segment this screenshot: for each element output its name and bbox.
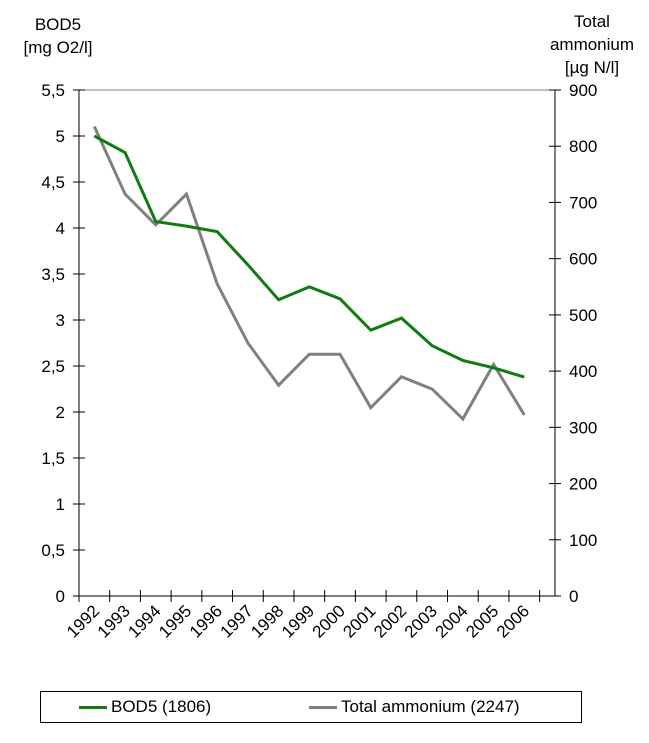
x-tick-label: 2002 <box>370 601 410 641</box>
x-tick-label: 1996 <box>186 601 226 641</box>
left-tick-label: 0,5 <box>41 541 65 560</box>
legend-item-ammonium: Total ammonium (2247) <box>309 697 520 717</box>
x-tick-label: 1995 <box>155 601 195 641</box>
x-tick-label: 1998 <box>247 601 287 641</box>
x-tick-label: 1999 <box>278 601 318 641</box>
right-tick-label: 600 <box>569 250 597 269</box>
x-tick-label: 1997 <box>217 601 257 641</box>
right-tick-label: 500 <box>569 306 597 325</box>
right-tick-label: 300 <box>569 418 597 437</box>
left-tick-label: 5 <box>56 127 65 146</box>
right-tick-label: 100 <box>569 531 597 550</box>
x-tick-label: 1992 <box>63 601 103 641</box>
legend-swatch-ammonium <box>309 705 337 709</box>
legend-swatch-bod5 <box>79 705 107 709</box>
left-tick-label: 1 <box>56 495 65 514</box>
x-tick-label: 1993 <box>94 601 134 641</box>
right-tick-label: 200 <box>569 475 597 494</box>
legend-label-bod5: BOD5 (1806) <box>111 697 212 716</box>
x-tick-label: 2006 <box>493 601 533 641</box>
left-tick-label: 3 <box>56 311 65 330</box>
legend-label-ammonium: Total ammonium (2247) <box>341 697 520 716</box>
right-axis-title: Total <box>574 12 610 31</box>
right-axis-title: [µg N/l] <box>565 58 619 77</box>
left-tick-label: 3,5 <box>41 265 65 284</box>
legend: BOD5 (1806) Total ammonium (2247) <box>40 691 582 723</box>
legend-item-bod5: BOD5 (1806) <box>79 697 211 717</box>
x-tick-label: 2003 <box>401 601 441 641</box>
right-tick-label: 400 <box>569 362 597 381</box>
x-tick-label: 2001 <box>339 601 379 641</box>
right-axis-title: ammonium <box>550 35 634 54</box>
x-tick-label: 1994 <box>124 601 164 641</box>
right-tick-label: 0 <box>569 587 578 606</box>
left-tick-label: 4,5 <box>41 173 65 192</box>
left-axis-title: [mg O2/l] <box>24 38 93 57</box>
right-tick-label: 900 <box>569 81 597 100</box>
x-tick-label: 2004 <box>432 601 472 641</box>
left-axis-title: BOD5 <box>35 15 81 34</box>
left-tick-label: 2,5 <box>41 357 65 376</box>
series-line-ammonium <box>92 125 526 422</box>
left-tick-label: 0 <box>56 587 65 606</box>
left-tick-label: 1,5 <box>41 449 65 468</box>
right-tick-label: 800 <box>569 137 597 156</box>
left-tick-label: 2 <box>56 403 65 422</box>
left-tick-label: 4 <box>56 219 65 238</box>
x-tick-label: 2000 <box>309 601 349 641</box>
x-tick-label: 2005 <box>462 601 502 641</box>
series-line-bod5 <box>93 134 525 379</box>
right-tick-label: 700 <box>569 193 597 212</box>
left-tick-label: 5,5 <box>41 81 65 100</box>
